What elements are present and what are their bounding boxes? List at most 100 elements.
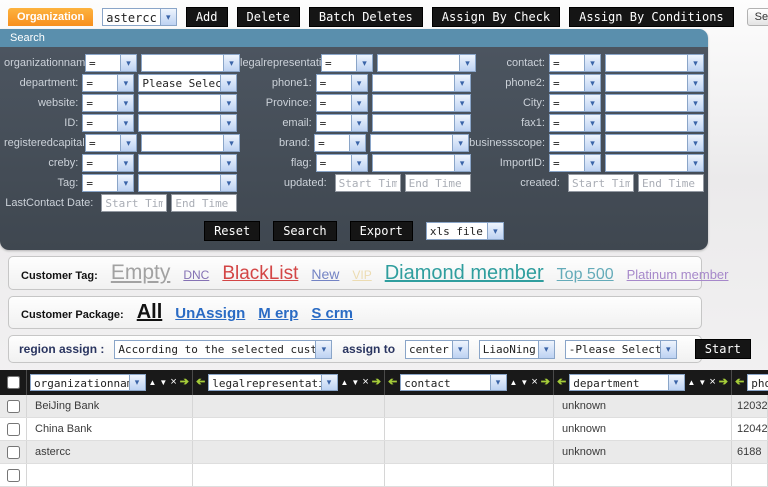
row-checkbox[interactable] bbox=[7, 423, 20, 436]
filter-value-select[interactable]: ▾ bbox=[605, 134, 704, 152]
column-select-organizationname[interactable]: organizationname▾ bbox=[30, 374, 146, 391]
start-button[interactable]: Start bbox=[695, 339, 751, 359]
sort-desc-icon[interactable]: ▼ bbox=[520, 379, 528, 387]
tag-link-empty[interactable]: Empty bbox=[111, 261, 171, 285]
tag-link-diamond-member[interactable]: Diamond member bbox=[385, 262, 544, 285]
remove-column-icon[interactable]: × bbox=[362, 377, 368, 388]
filter-value-select[interactable]: ▾ bbox=[138, 94, 237, 112]
move-column-left-icon[interactable]: ➔ bbox=[388, 377, 397, 388]
move-column-right-icon[interactable]: ➔ bbox=[180, 377, 189, 388]
export-format-select[interactable]: xls file ▾ bbox=[426, 222, 504, 240]
sort-asc-icon[interactable]: ▲ bbox=[688, 379, 696, 387]
tag-link-blacklist[interactable]: BlackList bbox=[222, 263, 298, 285]
filter-op-select[interactable]: =▾ bbox=[549, 74, 601, 92]
created-end-input[interactable] bbox=[638, 174, 704, 192]
select-all-checkbox[interactable] bbox=[7, 376, 20, 389]
filter-op-select[interactable]: =▾ bbox=[316, 154, 368, 172]
tag-link-vip[interactable]: VIP bbox=[352, 268, 371, 282]
filter-value-select[interactable]: ▾ bbox=[141, 134, 240, 152]
filter-op-select[interactable]: =▾ bbox=[82, 154, 134, 172]
filter-op-select[interactable]: =▾ bbox=[321, 54, 373, 72]
filter-value-select[interactable]: Please Select▾ bbox=[138, 74, 237, 92]
package-link-s-crm[interactable]: S crm bbox=[311, 305, 353, 322]
filter-value-select[interactable]: ▾ bbox=[605, 154, 704, 172]
filter-op-select[interactable]: =▾ bbox=[82, 94, 134, 112]
move-column-right-icon[interactable]: ➔ bbox=[719, 377, 728, 388]
assign-by-check-button[interactable]: Assign By Check bbox=[432, 7, 560, 27]
row-checkbox[interactable] bbox=[7, 400, 20, 413]
assign-method-select[interactable]: According to the selected customer ▾ bbox=[114, 340, 332, 359]
module-select[interactable]: astercc ▾ bbox=[102, 8, 177, 26]
move-column-left-icon[interactable]: ➔ bbox=[557, 377, 566, 388]
filter-value-select[interactable]: ▾ bbox=[377, 54, 476, 72]
remove-column-icon[interactable]: × bbox=[531, 377, 537, 388]
assign-agent-select[interactable]: -Please Select- ▾ bbox=[565, 340, 677, 359]
delete-button[interactable]: Delete bbox=[237, 7, 300, 27]
tag-link-dnc[interactable]: DNC bbox=[183, 268, 209, 282]
filter-op-select[interactable]: =▾ bbox=[82, 174, 134, 192]
filter-value-select[interactable]: ▾ bbox=[605, 74, 704, 92]
move-column-right-icon[interactable]: ➔ bbox=[372, 377, 381, 388]
filter-op-select[interactable]: =▾ bbox=[549, 154, 601, 172]
filter-op-select[interactable]: =▾ bbox=[85, 54, 137, 72]
filter-value-select[interactable]: ▾ bbox=[138, 154, 237, 172]
filter-op-select[interactable]: =▾ bbox=[549, 94, 601, 112]
move-column-left-icon[interactable]: ➔ bbox=[735, 377, 744, 388]
remove-column-icon[interactable]: × bbox=[170, 377, 176, 388]
assign-province-select[interactable]: LiaoNing ▾ bbox=[479, 340, 555, 359]
table-row[interactable]: BeiJing Bank unknown 120320 bbox=[0, 395, 768, 418]
filter-value-select[interactable]: ▾ bbox=[370, 134, 469, 152]
filter-op-select[interactable]: =▾ bbox=[314, 134, 366, 152]
batch-deletes-button[interactable]: Batch Deletes bbox=[309, 7, 423, 27]
package-link-all[interactable]: All bbox=[137, 301, 163, 324]
updated-end-input[interactable] bbox=[405, 174, 471, 192]
filter-op-select[interactable]: =▾ bbox=[82, 114, 134, 132]
lastcontact-start-input[interactable] bbox=[101, 194, 167, 212]
tag-link-top-500[interactable]: Top 500 bbox=[557, 266, 614, 284]
column-select-department[interactable]: department▾ bbox=[569, 374, 684, 391]
filter-value-select[interactable]: ▾ bbox=[605, 114, 704, 132]
column-select-contact[interactable]: contact▾ bbox=[400, 374, 506, 391]
tag-link-new[interactable]: New bbox=[311, 266, 339, 282]
filter-op-select[interactable]: =▾ bbox=[316, 74, 368, 92]
filter-value-select[interactable]: ▾ bbox=[372, 154, 471, 172]
filter-value-select[interactable]: ▾ bbox=[605, 54, 704, 72]
row-checkbox[interactable] bbox=[7, 469, 20, 482]
move-column-left-icon[interactable]: ➔ bbox=[196, 377, 205, 388]
filter-op-select[interactable]: =▾ bbox=[549, 54, 601, 72]
filter-op-select[interactable]: =▾ bbox=[316, 114, 368, 132]
lastcontact-end-input[interactable] bbox=[171, 194, 237, 212]
sort-asc-icon[interactable]: ▲ bbox=[510, 379, 518, 387]
filter-value-select[interactable]: ▾ bbox=[138, 174, 237, 192]
search-button[interactable]: Search bbox=[273, 221, 336, 241]
sort-desc-icon[interactable]: ▼ bbox=[159, 379, 167, 387]
table-row[interactable] bbox=[0, 464, 768, 487]
filter-value-select[interactable]: ▾ bbox=[605, 94, 704, 112]
sort-asc-icon[interactable]: ▲ bbox=[341, 379, 349, 387]
filter-value-select[interactable]: ▾ bbox=[141, 54, 240, 72]
package-link-m-erp[interactable]: M erp bbox=[258, 305, 298, 322]
module-tab-organization[interactable]: Organization bbox=[8, 8, 93, 26]
column-select-legalrepresentative[interactable]: legalrepresentative▾ bbox=[208, 374, 337, 391]
sort-desc-icon[interactable]: ▼ bbox=[698, 379, 706, 387]
reset-button[interactable]: Reset bbox=[204, 221, 260, 241]
filter-op-select[interactable]: =▾ bbox=[82, 74, 134, 92]
filter-op-select[interactable]: =▾ bbox=[316, 94, 368, 112]
filter-value-select[interactable]: ▾ bbox=[138, 114, 237, 132]
table-row[interactable]: astercc unknown 6188 bbox=[0, 441, 768, 464]
filter-op-select[interactable]: =▾ bbox=[85, 134, 137, 152]
search-panel-toggle[interactable]: Search « bbox=[747, 8, 768, 26]
created-start-input[interactable] bbox=[568, 174, 634, 192]
table-row[interactable]: China Bank unknown 120426 bbox=[0, 418, 768, 441]
move-column-right-icon[interactable]: ➔ bbox=[541, 377, 550, 388]
tag-link-platinum-member[interactable]: Platinum member bbox=[627, 267, 729, 282]
sort-desc-icon[interactable]: ▼ bbox=[351, 379, 359, 387]
assign-center-select[interactable]: center ▾ bbox=[405, 340, 469, 359]
filter-value-select[interactable]: ▾ bbox=[372, 94, 471, 112]
sort-asc-icon[interactable]: ▲ bbox=[149, 379, 157, 387]
package-link-unassign[interactable]: UnAssign bbox=[175, 305, 245, 322]
column-select-phone1[interactable]: phone1▾ bbox=[747, 374, 768, 391]
filter-value-select[interactable]: ▾ bbox=[372, 74, 471, 92]
row-checkbox[interactable] bbox=[7, 446, 20, 459]
filter-op-select[interactable]: =▾ bbox=[549, 134, 601, 152]
